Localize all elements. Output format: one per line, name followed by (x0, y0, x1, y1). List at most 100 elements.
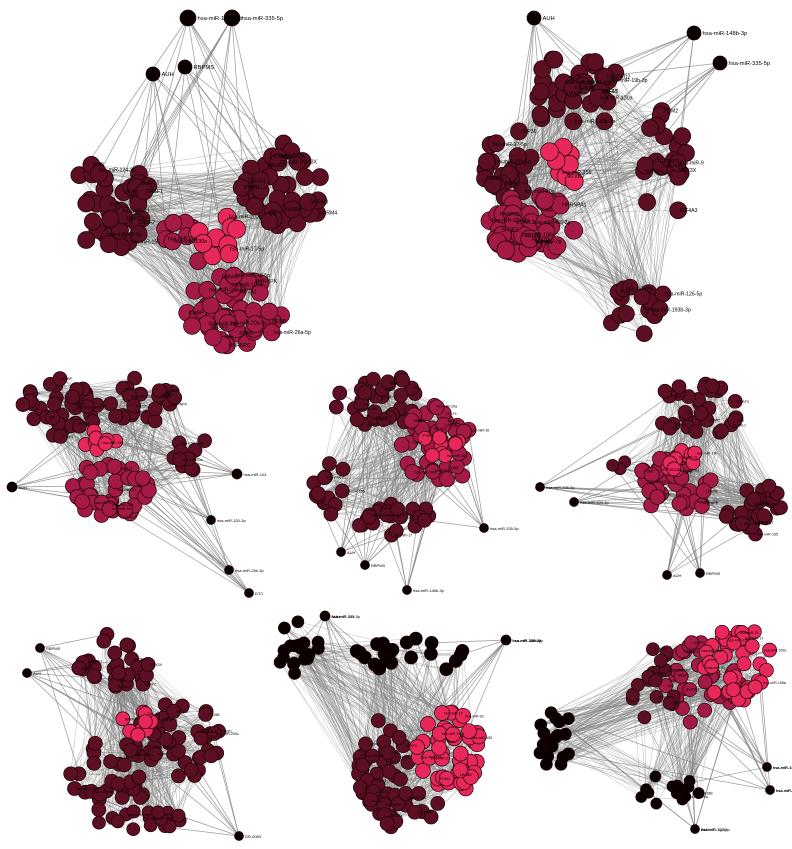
network-node (224, 266, 243, 285)
network-node (510, 122, 528, 141)
outer-node-label: RBPMS (371, 563, 386, 568)
outer-node-label: hsa-miR-320-3p (580, 500, 609, 505)
network-node (77, 231, 96, 249)
outer-node-label: AUH (673, 573, 682, 578)
outer-node-label: hsa-miR-103 (244, 472, 268, 477)
network-node (183, 317, 201, 335)
panel-2: AUHhsa-miR-148b-3phsa-miR-335-5pSRSF7FAS… (476, 10, 770, 342)
network-node (64, 389, 80, 405)
network-node (288, 153, 307, 171)
node-label: hsa-miR-155 (562, 170, 592, 176)
outer-node-label: DTC (255, 591, 263, 596)
network-node (316, 470, 332, 486)
node-label: hsa-miR-17-5p (230, 246, 264, 252)
node-label: hsa-miR-19b (356, 407, 377, 411)
node-label: HNRNPK (172, 403, 188, 407)
node-label: hsa-miR-130b-3p (575, 119, 615, 125)
panel-6: RBPMSAUHDR-0083SRSF1ELAVL1FUSQKIPTBP1HNR… (22, 627, 262, 841)
node-label: CNBP (412, 441, 423, 445)
network-node (135, 182, 154, 201)
node-label: hsa-miR-106a (181, 441, 204, 445)
outer-node (224, 565, 234, 575)
node-label: LARP4 (487, 176, 504, 182)
edge (155, 408, 205, 441)
node-label: DDX3X (448, 419, 461, 423)
network-node (107, 645, 123, 661)
node-label: KHSRP (671, 395, 684, 399)
network-node (638, 193, 656, 211)
node-label: hsa-miR-130a (600, 95, 633, 101)
node-label: CELF1 (446, 412, 457, 416)
node-label: PTBP1 (244, 185, 261, 191)
edge (110, 403, 230, 571)
network-node (219, 244, 239, 264)
outer-node (360, 560, 370, 570)
node-label: PRC (93, 162, 104, 168)
edge (98, 73, 154, 174)
node-label: DDX3X (135, 411, 148, 415)
network-node (651, 300, 669, 318)
node-label: YTHDF3 (574, 86, 594, 92)
network-node (545, 50, 564, 69)
network-node (116, 757, 132, 773)
network-node (163, 232, 182, 251)
network-node (260, 302, 279, 321)
node-label: hsa-miR-23a-3p (492, 218, 529, 224)
outer-node-label: RBPMS (706, 571, 721, 576)
node-label: hsa-miR-106a (230, 282, 263, 288)
node-label: hsa-miR-193b-3p (651, 308, 691, 314)
node-label: U2AF2 (384, 388, 395, 392)
node-label: hsa-miR-16 (647, 480, 666, 484)
edge (92, 421, 180, 460)
outer-node (686, 25, 702, 41)
nodes (476, 10, 728, 342)
edge (528, 247, 612, 324)
network-node (693, 405, 709, 421)
node-label: EIF4A3 (680, 208, 697, 214)
node-label: SRSF3 (737, 400, 749, 404)
outer-node (177, 59, 193, 75)
outer-node (223, 9, 241, 27)
node-label: hsa-miR-93 (372, 513, 391, 517)
node-label: hsa-miR-126-5p (665, 292, 702, 298)
edge (152, 73, 167, 240)
node-label: hsa-miR-145a (566, 80, 599, 86)
node-label: ATXN2 (568, 174, 584, 180)
edge (623, 160, 675, 289)
node-label: PTBP1 (663, 492, 674, 496)
node-label: CELF1 (274, 154, 290, 160)
network-node (595, 112, 614, 131)
node-label: hsa-miR-93-5p (107, 232, 141, 238)
node-label: DDX24 (249, 179, 266, 185)
network-node (260, 212, 279, 231)
edge (641, 128, 651, 297)
node-label: SUB1 (126, 190, 140, 196)
network-node (704, 378, 720, 394)
node-label: hsa-miR-19b (209, 322, 239, 328)
edge (184, 66, 292, 152)
outer-node-label: hsa-miR-335-5p (242, 16, 284, 22)
network-node (547, 236, 567, 256)
node-label: LIN28B (136, 404, 149, 408)
network-node (404, 464, 421, 480)
outer-node-label: hsa-miR-335-5p (490, 526, 519, 531)
network-node (198, 281, 217, 299)
outer-node (402, 585, 412, 595)
node-label: DDX3X (679, 168, 697, 174)
network-node (416, 512, 432, 528)
network-node (72, 418, 87, 434)
node-label: FUS (33, 392, 41, 396)
network-node (219, 314, 237, 332)
panel-1: hsa-miR-335-5phsa-miR-148b-3pAUHRBPMSSUB… (70, 9, 337, 355)
outer-node (569, 497, 579, 507)
node-label: NOVA1 (239, 289, 256, 295)
nodes (6, 370, 254, 598)
edge (108, 17, 189, 212)
network-node (621, 278, 639, 296)
network-node (164, 214, 183, 232)
node-label: hsa-miR-155 (112, 503, 133, 507)
network-node (424, 463, 441, 480)
edge (648, 160, 675, 311)
node-label: hsa-miR-9 (680, 160, 704, 166)
